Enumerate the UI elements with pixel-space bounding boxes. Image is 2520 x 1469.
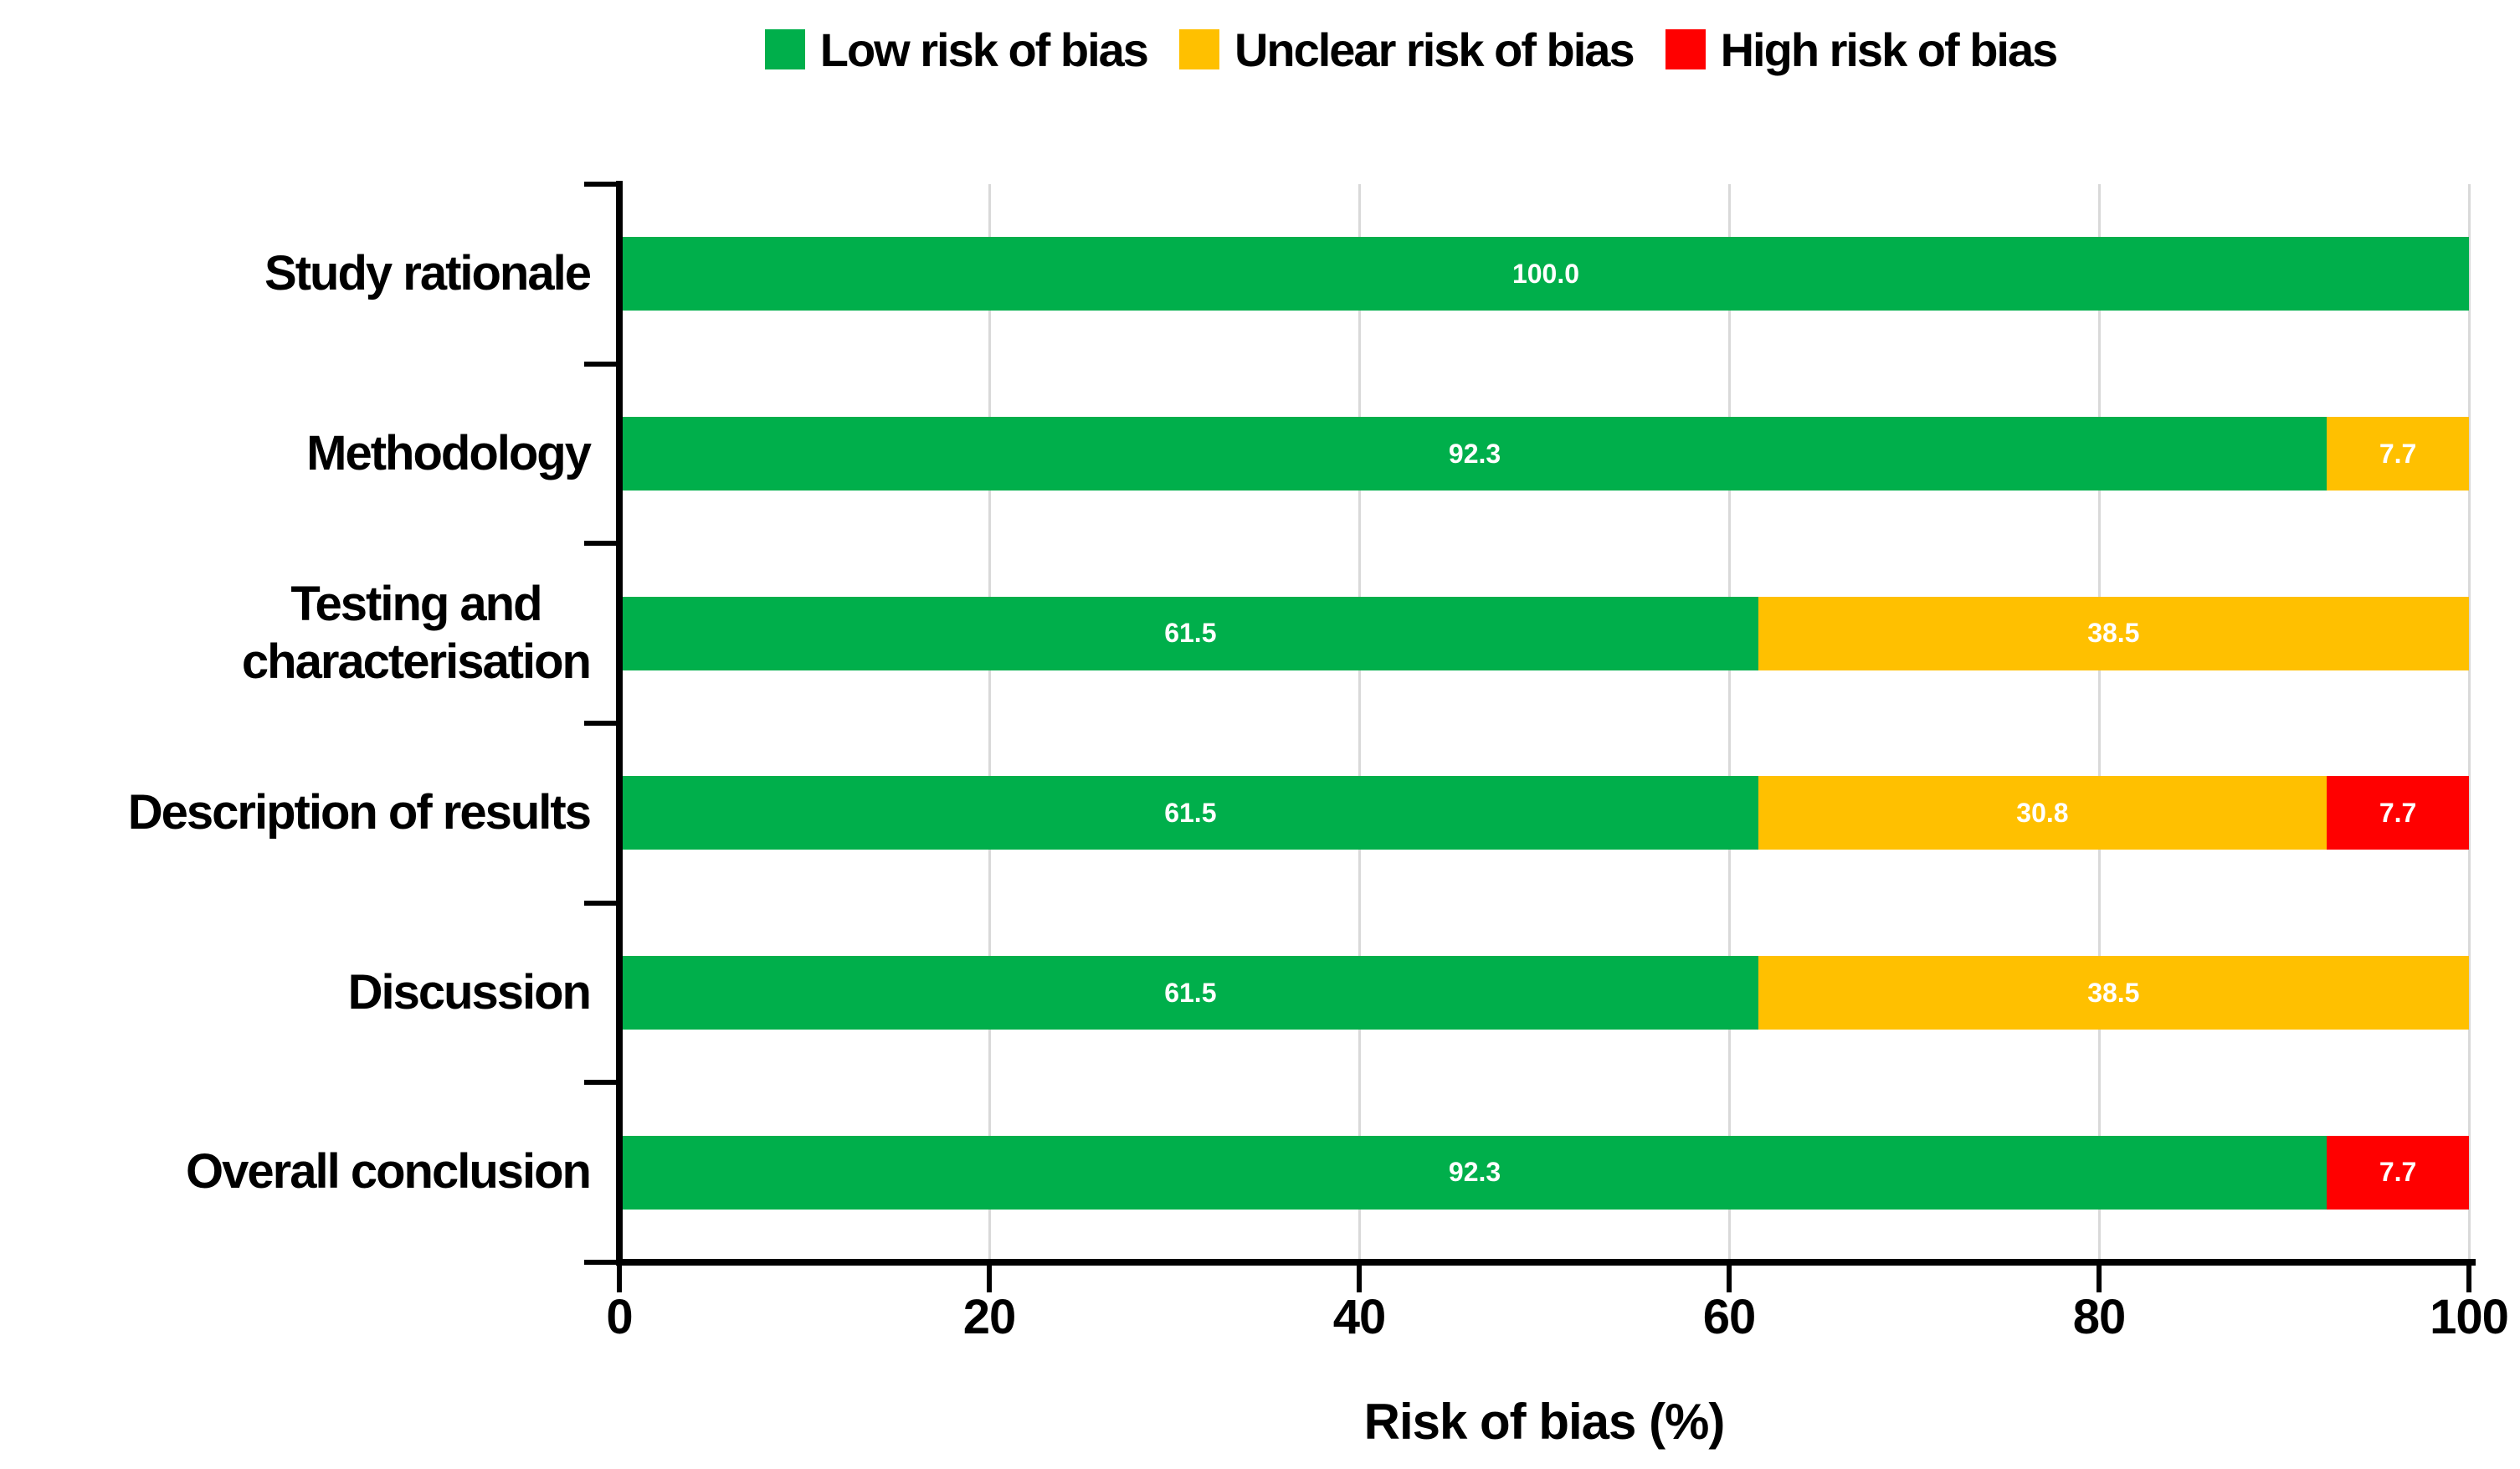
gridline-80 (2097, 184, 2101, 1262)
y-axis-tick (584, 721, 619, 726)
x-axis-title: Risk of bias (%) (1363, 1394, 1726, 1450)
x-axis-tick (617, 1262, 622, 1292)
y-axis-line (616, 181, 623, 1266)
x-axis-tick (2466, 1262, 2471, 1292)
bar-segment-low-risk-of-bias: 61.5 (623, 956, 1758, 1030)
legend-item-1: Low risk of bias (764, 23, 1149, 77)
chart-legend: Low risk of bias Unclear risk of bias High… (0, 12, 2520, 87)
category-label-cell: Testing and characterisation (0, 543, 592, 723)
y-axis-tick (584, 182, 619, 187)
category-axis-labels: Study rationale Methodology Testing and ch… (0, 184, 592, 1262)
bar-value-label: 7.7 (2379, 1157, 2417, 1188)
bar-row: 61.5 38.5 (623, 956, 2469, 1030)
bar-segment-unclear-risk-of-bias: 30.8 (1758, 776, 2328, 850)
bar-value-label: 61.5 (1164, 618, 1217, 649)
x-axis-line (616, 1259, 2476, 1266)
legend-label: Low risk of bias (819, 23, 1149, 76)
bar-segment-low-risk-of-bias: 100.0 (623, 237, 2469, 311)
bar-segment-low-risk-of-bias: 61.5 (623, 596, 1758, 670)
bar-row: 100.0 (623, 237, 2469, 311)
gridline-60 (1727, 184, 1731, 1262)
category-label: Study rationale (264, 246, 592, 301)
category-label: Methodology (306, 425, 592, 480)
x-axis-tick-label: 80 (2072, 1290, 2127, 1344)
bar-row: 61.5 38.5 (623, 596, 2469, 670)
category-label: Overall conclusion (186, 1144, 592, 1199)
legend-swatch-icon (1665, 29, 1706, 69)
category-label-cell: Methodology (0, 364, 592, 544)
bar-value-label: 7.7 (2379, 438, 2417, 469)
category-label-cell: Overall conclusion (0, 1082, 592, 1262)
bar-segment-high-risk-of-bias: 7.7 (2327, 1135, 2469, 1210)
y-axis-tick (584, 361, 619, 367)
bar-row: 92.3 7.7 (623, 1135, 2469, 1210)
bar-value-label: 100.0 (1511, 258, 1580, 289)
bar-segment-unclear-risk-of-bias: 38.5 (1758, 596, 2469, 670)
legend-label: Unclear risk of bias (1234, 23, 1635, 76)
y-axis-tick (584, 900, 619, 906)
category-label: Testing and characterisation (241, 577, 592, 689)
x-axis-tick (1727, 1262, 1732, 1292)
gridline-40 (1358, 184, 1361, 1262)
legend-item-2: Unclear risk of bias (1178, 23, 1635, 77)
bar-value-label: 30.8 (2016, 797, 2069, 828)
y-axis-tick (584, 1260, 619, 1265)
bar-value-label: 92.3 (1448, 1157, 1501, 1188)
bar-segment-unclear-risk-of-bias: 7.7 (2327, 417, 2469, 491)
plot-area: 100.0 92.3 7.7 61.5 38.5 61.5 30.8 7.7 61.5 38.5 9… (584, 181, 2476, 1292)
bar-segment-high-risk-of-bias: 7.7 (2327, 776, 2469, 850)
y-axis-tick (584, 1080, 619, 1086)
x-axis-tick (2097, 1262, 2102, 1292)
bar-row: 92.3 7.7 (623, 417, 2469, 491)
category-label: Description of results (127, 785, 592, 840)
gridline-100 (2467, 184, 2471, 1262)
x-axis-tick (987, 1262, 992, 1292)
x-axis-tick-label: 20 (962, 1290, 1017, 1344)
bar-value-label: 61.5 (1164, 977, 1217, 1008)
bar-segment-low-risk-of-bias: 92.3 (623, 417, 2328, 491)
category-label: Discussion (347, 964, 592, 1020)
category-label-cell: Description of results (0, 723, 592, 903)
legend-swatch-icon (764, 29, 805, 69)
category-label-cell: Study rationale (0, 184, 592, 364)
y-axis-tick (584, 541, 619, 547)
bar-value-label: 61.5 (1164, 797, 1217, 828)
gridline-20 (988, 184, 991, 1262)
legend-swatch-icon (1178, 29, 1219, 69)
x-axis-tick-label: 40 (1332, 1290, 1387, 1344)
legend-item-3: High risk of bias (1665, 23, 2059, 77)
x-axis-tick-label: 60 (1702, 1290, 1757, 1344)
x-axis-tick-label: 0 (606, 1290, 633, 1344)
x-axis-tick (1357, 1262, 1362, 1292)
bar-value-label: 38.5 (2087, 618, 2140, 649)
legend-label: High risk of bias (1720, 23, 2059, 76)
bar-value-label: 7.7 (2379, 797, 2417, 828)
x-axis-tick-label: 100 (2430, 1290, 2509, 1344)
bar-segment-unclear-risk-of-bias: 38.5 (1758, 956, 2469, 1030)
bar-value-label: 38.5 (2087, 977, 2140, 1008)
bar-segment-low-risk-of-bias: 92.3 (623, 1135, 2328, 1210)
bar-segment-low-risk-of-bias: 61.5 (623, 776, 1758, 850)
x-axis-tick-labels: 0 20 40 60 80 100 (606, 1289, 2509, 1348)
category-label-cell: Discussion (0, 903, 592, 1083)
bar-value-label: 92.3 (1448, 438, 1501, 469)
bar-row: 61.5 30.8 7.7 (623, 776, 2469, 850)
